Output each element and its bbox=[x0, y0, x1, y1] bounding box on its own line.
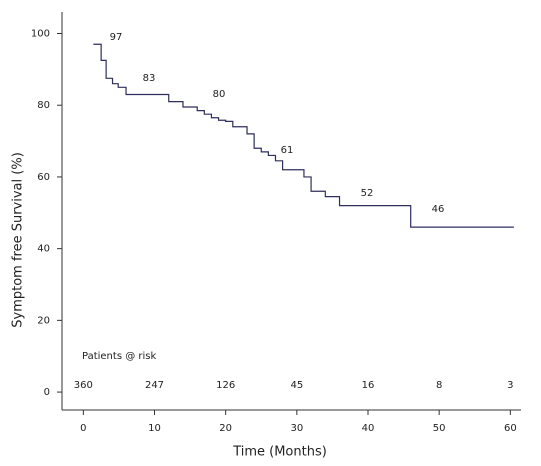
survival-line bbox=[93, 43, 514, 228]
x-tick-label: 60 bbox=[504, 423, 517, 434]
x-tick-label: 0 bbox=[80, 423, 86, 434]
y-tick-label: 80 bbox=[37, 100, 50, 111]
y-tick-label: 100 bbox=[31, 29, 50, 40]
y-tick-label: 40 bbox=[37, 244, 50, 255]
x-tick-label: 20 bbox=[219, 423, 232, 434]
at-risk-value: 126 bbox=[216, 380, 235, 391]
annotation: 61 bbox=[281, 145, 294, 156]
x-tick-label: 50 bbox=[433, 423, 446, 434]
at-risk-label: Patients @ risk bbox=[82, 351, 156, 362]
y-tick-label: 20 bbox=[37, 315, 50, 326]
annotation: 83 bbox=[143, 73, 156, 84]
annotation: 46 bbox=[432, 204, 445, 215]
x-tick-label: 40 bbox=[362, 423, 375, 434]
x-tick-label: 10 bbox=[148, 423, 161, 434]
at-risk-value: 247 bbox=[145, 380, 164, 391]
y-tick-label: 0 bbox=[44, 387, 50, 398]
annotation: 52 bbox=[361, 188, 374, 199]
at-risk-value: 8 bbox=[436, 380, 442, 391]
y-axis-label: Symptom free Survival (%) bbox=[11, 152, 26, 328]
at-risk-value: 3 bbox=[507, 380, 513, 391]
at-risk-value: 360 bbox=[74, 380, 93, 391]
at-risk-value: 16 bbox=[362, 380, 375, 391]
x-tick-label: 30 bbox=[290, 423, 303, 434]
at-risk-value: 45 bbox=[290, 380, 303, 391]
annotation: 97 bbox=[110, 32, 123, 43]
y-tick-label: 60 bbox=[37, 172, 50, 183]
annotation: 80 bbox=[213, 89, 226, 100]
x-axis-label: Time (Months) bbox=[232, 445, 327, 460]
